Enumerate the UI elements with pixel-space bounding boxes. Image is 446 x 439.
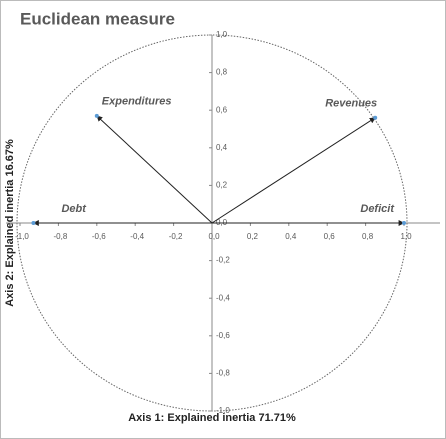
y-tick-label: 1,0 (216, 30, 228, 39)
vector-point (373, 115, 378, 120)
vector-point (31, 221, 36, 225)
vector-point (402, 221, 406, 225)
y-tick-label: 0,8 (216, 68, 228, 77)
y-tick-label: 0,2 (216, 181, 228, 190)
vector-label: Revenues (325, 98, 377, 110)
vector-arrow (211, 117, 376, 224)
x-tick-label: -0,2 (169, 232, 183, 241)
x-tick-label: -0,4 (130, 232, 144, 241)
vector-label: Expenditures (102, 96, 172, 108)
y-tick-label: -0,2 (216, 256, 230, 265)
y-tick-label: 0,6 (216, 105, 228, 114)
x-tick-label: -0,6 (92, 232, 106, 241)
x-tick-label: 0,2 (247, 232, 259, 241)
x-tick-label: 0,6 (324, 232, 336, 241)
x-tick-label: 0,4 (285, 232, 297, 241)
x-tick-label: -1,0 (15, 232, 29, 241)
vector-point (94, 113, 99, 118)
x-tick-label: 0,0 (208, 232, 220, 241)
y-tick-label: -0,8 (216, 369, 230, 378)
y-tick-label: -0,4 (216, 293, 230, 302)
vector-label: Deficit (360, 203, 395, 215)
x-tick-label: 1,0 (400, 232, 412, 241)
chart-title: Euclidean measure (20, 9, 175, 28)
vector-arrow (96, 115, 213, 224)
y-tick-label: -1,0 (216, 406, 230, 415)
y-tick-label: -0,6 (216, 331, 230, 340)
x-axis-label: Axis 1: Explained inertia 71.71% (128, 412, 296, 424)
x-tick-label: -0,8 (54, 232, 68, 241)
y-tick-label: 0,4 (216, 143, 228, 152)
vector-label: Debt (61, 203, 87, 215)
x-tick-label: 0,8 (362, 232, 374, 241)
